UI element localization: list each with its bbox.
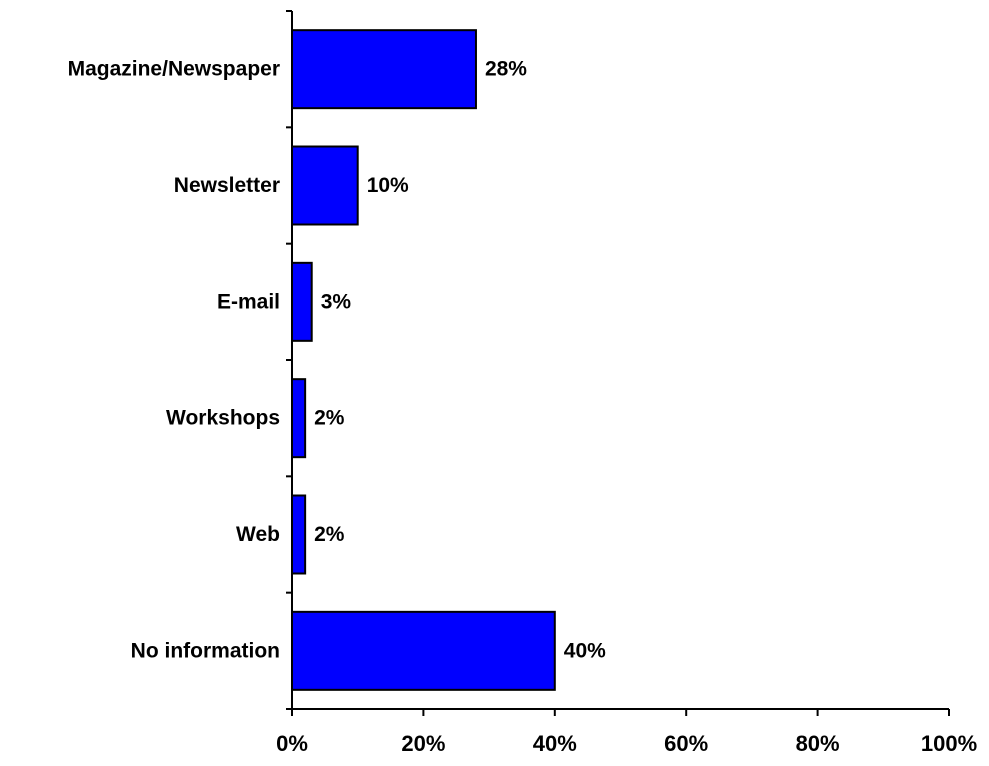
value-label: 2% bbox=[314, 523, 345, 546]
bar-web bbox=[291, 494, 307, 575]
bar-magazine-newspaper bbox=[291, 29, 477, 110]
x-tick-label: 40% bbox=[533, 731, 577, 756]
x-ticks-group bbox=[291, 709, 950, 716]
value-labels-group: 28% 10% 3% 2% 2% 40% bbox=[314, 58, 606, 663]
category-label: Magazine/Newspaper bbox=[68, 58, 280, 81]
bar-e-mail bbox=[291, 261, 313, 342]
category-label: Newsletter bbox=[174, 174, 280, 197]
category-label: No information bbox=[131, 639, 280, 662]
bars-group bbox=[291, 29, 556, 691]
bar-workshops bbox=[291, 378, 307, 459]
category-labels-group: Magazine/Newspaper Newsletter E-mail Worksh… bbox=[68, 58, 280, 663]
value-label: 28% bbox=[485, 58, 527, 81]
axes-group bbox=[291, 11, 949, 710]
bar-no-information bbox=[291, 610, 556, 691]
category-label: Web bbox=[236, 523, 280, 546]
x-tick-label: 100% bbox=[921, 731, 977, 756]
x-tick-label: 20% bbox=[401, 731, 445, 756]
x-tick-label: 60% bbox=[664, 731, 708, 756]
value-label: 10% bbox=[367, 174, 409, 197]
x-tick-labels-group: 0% 20% 40% 60% 80% 100% bbox=[276, 731, 977, 756]
category-label: Workshops bbox=[166, 407, 280, 430]
bar-newsletter bbox=[291, 145, 359, 226]
category-label: E-mail bbox=[217, 290, 280, 313]
x-tick-label: 80% bbox=[796, 731, 840, 756]
value-label: 40% bbox=[564, 639, 606, 662]
x-tick-label: 0% bbox=[276, 731, 308, 756]
value-label: 2% bbox=[314, 407, 345, 430]
value-label: 3% bbox=[321, 290, 352, 313]
